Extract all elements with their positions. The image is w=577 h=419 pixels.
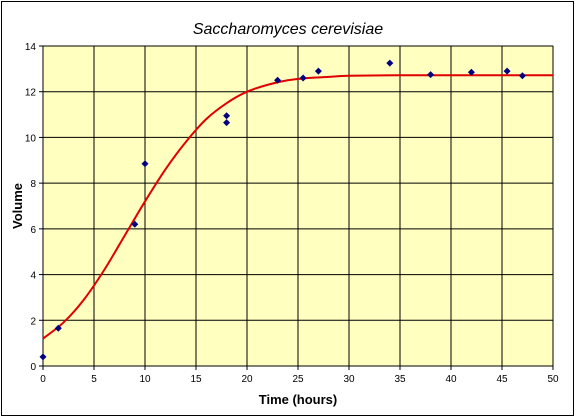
x-axis-label: Time (hours) <box>259 392 338 407</box>
y-tick-label: 4 <box>30 271 36 282</box>
y-tick-label: 0 <box>30 362 36 373</box>
y-tick-label: 6 <box>30 225 36 236</box>
x-tick-label: 45 <box>496 374 508 385</box>
y-tick-label: 14 <box>25 42 37 53</box>
x-tick-label: 40 <box>445 374 457 385</box>
data-point <box>274 76 282 84</box>
y-tick-label: 2 <box>30 316 36 327</box>
y-tick-label: 10 <box>25 133 37 144</box>
data-point <box>131 220 139 228</box>
tick-labels: 0 5 10 15 20 25 30 35 40 45 50 0 2 4 6 8 10 12 14 <box>25 42 559 385</box>
data-point <box>386 59 394 67</box>
x-tick-label: 15 <box>190 374 202 385</box>
y-tick-label: 12 <box>25 88 37 99</box>
y-tick-label: 8 <box>30 179 36 190</box>
data-point <box>141 160 149 168</box>
data-points <box>39 59 526 361</box>
data-point <box>299 74 307 82</box>
x-tick-label: 5 <box>91 374 97 385</box>
data-point <box>223 119 231 127</box>
data-point <box>503 67 511 75</box>
data-point <box>427 71 435 79</box>
data-point <box>518 72 526 80</box>
grid-lines <box>39 45 554 370</box>
data-point <box>467 68 475 76</box>
x-tick-label: 50 <box>547 374 559 385</box>
data-point <box>54 324 62 332</box>
data-point <box>223 112 231 120</box>
x-tick-label: 25 <box>292 374 304 385</box>
x-tick-label: 0 <box>40 374 46 385</box>
x-tick-label: 30 <box>343 374 355 385</box>
fit-line <box>42 74 553 340</box>
x-tick-label: 35 <box>394 374 406 385</box>
x-tick-label: 20 <box>241 374 253 385</box>
data-point <box>39 353 47 361</box>
y-axis-label: Volume <box>10 183 25 229</box>
data-point <box>314 67 322 75</box>
chart-title: Saccharomyces cerevisiae <box>193 21 383 38</box>
x-tick-label: 10 <box>139 374 151 385</box>
